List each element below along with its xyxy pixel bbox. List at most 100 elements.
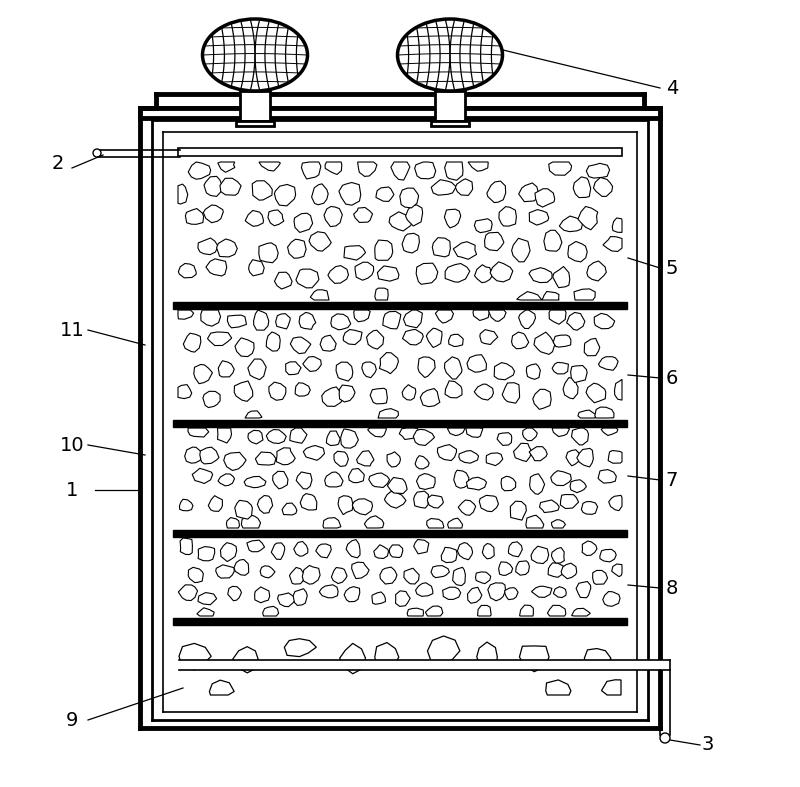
Polygon shape xyxy=(584,648,611,670)
Polygon shape xyxy=(188,428,209,437)
Polygon shape xyxy=(570,365,587,382)
Polygon shape xyxy=(603,237,622,252)
Polygon shape xyxy=(266,332,280,351)
Polygon shape xyxy=(246,210,263,227)
Polygon shape xyxy=(431,566,450,578)
Polygon shape xyxy=(326,431,340,445)
Polygon shape xyxy=(426,519,444,528)
Polygon shape xyxy=(234,381,253,401)
Polygon shape xyxy=(445,264,470,283)
Polygon shape xyxy=(180,538,193,555)
Polygon shape xyxy=(218,428,231,443)
Polygon shape xyxy=(299,312,316,330)
Polygon shape xyxy=(574,289,595,300)
Bar xyxy=(175,160,625,302)
Polygon shape xyxy=(203,391,220,408)
Polygon shape xyxy=(296,472,312,489)
Polygon shape xyxy=(186,209,203,224)
Polygon shape xyxy=(549,310,566,324)
Polygon shape xyxy=(561,563,577,578)
Polygon shape xyxy=(201,310,221,326)
Polygon shape xyxy=(466,428,483,438)
Text: 5: 5 xyxy=(666,258,678,278)
Polygon shape xyxy=(477,642,498,668)
Polygon shape xyxy=(178,184,188,204)
Polygon shape xyxy=(488,583,506,600)
Polygon shape xyxy=(582,541,597,556)
Polygon shape xyxy=(262,606,278,616)
Polygon shape xyxy=(311,184,328,205)
Polygon shape xyxy=(549,162,572,176)
Polygon shape xyxy=(378,266,399,281)
Polygon shape xyxy=(406,205,422,226)
Bar xyxy=(173,530,627,537)
Polygon shape xyxy=(294,541,308,556)
Polygon shape xyxy=(339,385,355,402)
Polygon shape xyxy=(602,592,620,606)
Polygon shape xyxy=(254,310,269,331)
Polygon shape xyxy=(192,468,213,483)
Polygon shape xyxy=(188,567,203,582)
Polygon shape xyxy=(570,480,586,493)
Polygon shape xyxy=(427,636,460,664)
Bar xyxy=(435,91,465,121)
Polygon shape xyxy=(468,162,488,172)
Polygon shape xyxy=(325,162,342,175)
Polygon shape xyxy=(402,385,416,400)
Polygon shape xyxy=(467,587,482,604)
Polygon shape xyxy=(544,231,562,251)
Polygon shape xyxy=(526,364,540,379)
Polygon shape xyxy=(510,501,526,520)
Polygon shape xyxy=(309,231,331,251)
Polygon shape xyxy=(593,571,607,584)
Polygon shape xyxy=(499,207,517,226)
Polygon shape xyxy=(563,378,578,399)
Polygon shape xyxy=(245,411,262,418)
Polygon shape xyxy=(587,261,606,281)
Polygon shape xyxy=(391,162,410,180)
Polygon shape xyxy=(276,448,295,465)
Polygon shape xyxy=(458,543,473,560)
Polygon shape xyxy=(552,428,570,437)
Polygon shape xyxy=(614,379,622,400)
Polygon shape xyxy=(426,606,443,616)
Polygon shape xyxy=(179,499,193,511)
Polygon shape xyxy=(198,547,214,561)
Polygon shape xyxy=(479,495,498,512)
Polygon shape xyxy=(414,491,429,508)
Polygon shape xyxy=(221,543,237,562)
Polygon shape xyxy=(571,608,590,616)
Polygon shape xyxy=(414,162,436,179)
Polygon shape xyxy=(568,242,587,262)
Polygon shape xyxy=(608,450,622,464)
Polygon shape xyxy=(302,357,322,371)
Polygon shape xyxy=(501,476,516,491)
Polygon shape xyxy=(344,246,366,260)
Polygon shape xyxy=(442,547,457,563)
Bar xyxy=(431,121,469,126)
Text: 1: 1 xyxy=(66,481,78,500)
Polygon shape xyxy=(370,388,387,404)
Polygon shape xyxy=(374,642,398,669)
Bar xyxy=(236,121,274,126)
Polygon shape xyxy=(247,540,265,552)
Polygon shape xyxy=(206,259,226,276)
Polygon shape xyxy=(336,362,353,381)
Polygon shape xyxy=(268,210,284,226)
Polygon shape xyxy=(380,567,397,584)
Polygon shape xyxy=(273,471,288,489)
Polygon shape xyxy=(339,183,361,205)
Polygon shape xyxy=(542,291,559,300)
Polygon shape xyxy=(458,500,476,515)
Polygon shape xyxy=(508,542,522,556)
Polygon shape xyxy=(498,562,513,575)
Polygon shape xyxy=(518,183,538,201)
Polygon shape xyxy=(369,473,390,487)
Ellipse shape xyxy=(398,19,502,91)
Polygon shape xyxy=(474,264,492,283)
Polygon shape xyxy=(248,430,263,444)
Polygon shape xyxy=(354,310,370,322)
Polygon shape xyxy=(571,428,589,445)
Polygon shape xyxy=(258,496,273,513)
Polygon shape xyxy=(448,518,462,528)
